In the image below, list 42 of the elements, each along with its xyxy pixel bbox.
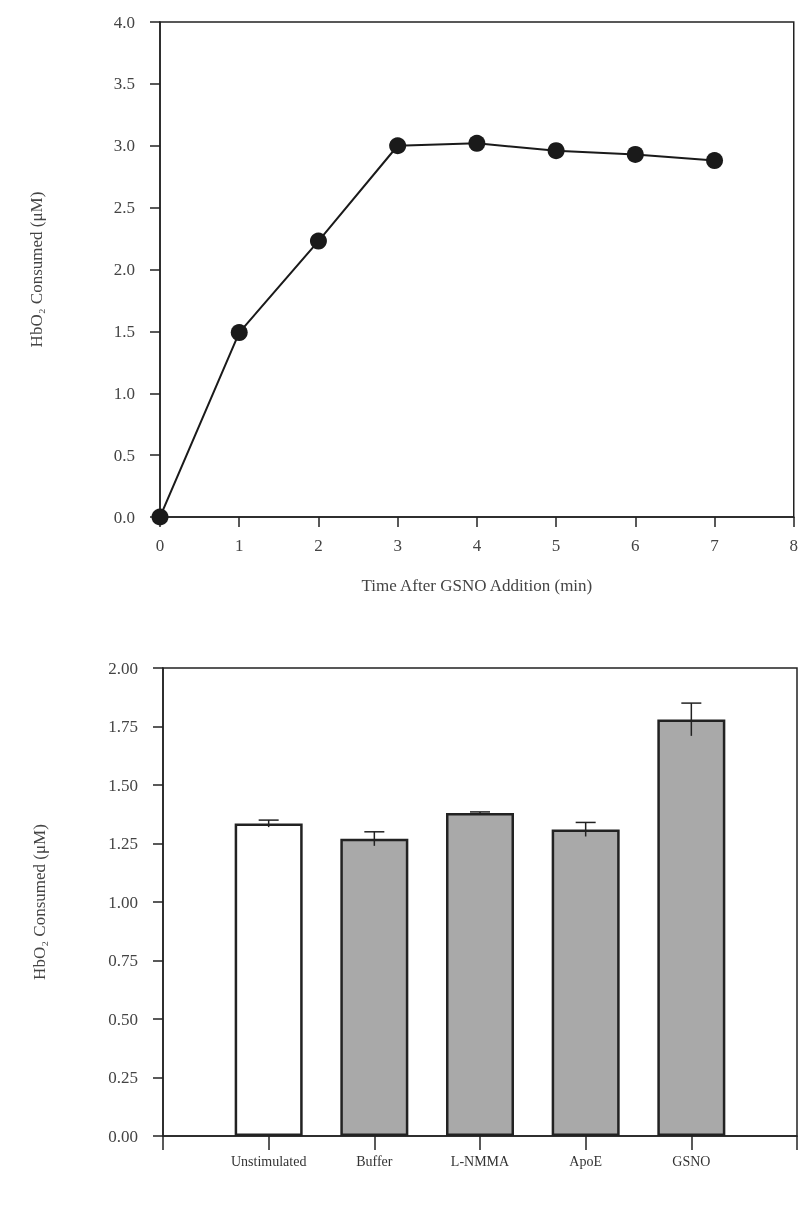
point xyxy=(547,142,565,160)
y-tick-label: 0.5 xyxy=(113,445,135,465)
y-tick-label: 0.50 xyxy=(108,1009,138,1029)
x-tick-label: Buffer xyxy=(356,1153,393,1169)
x-tick-label: 1 xyxy=(234,536,244,555)
y-tick-label: 1.25 xyxy=(108,834,138,853)
point xyxy=(626,145,644,163)
x-tick-label: ApoE xyxy=(569,1153,602,1169)
y-tick-label: 1.00 xyxy=(108,892,138,912)
y-tick-label: 2.0 xyxy=(113,260,135,279)
point xyxy=(309,232,327,250)
y-tick-label: 0.00 xyxy=(108,1126,138,1146)
x-tick-label: 7 xyxy=(710,536,720,555)
point xyxy=(230,324,248,342)
x-tick-label: 3 xyxy=(393,536,402,555)
x-tick-label: 8 xyxy=(789,536,798,555)
y-tick-label: 0.75 xyxy=(108,951,138,970)
x-tick-label: GSNO xyxy=(672,1153,711,1169)
point xyxy=(468,134,486,152)
y-tick-label: 1.50 xyxy=(108,775,138,795)
y-tick-label: 3.5 xyxy=(113,74,135,94)
x-tick-label: 5 xyxy=(551,536,561,555)
y-tick-label: 0.25 xyxy=(108,1068,138,1087)
y-tick-label: 4.0 xyxy=(113,12,135,32)
point xyxy=(389,137,407,155)
x-tick-label: 0 xyxy=(155,536,165,555)
y-tick-label: 2.5 xyxy=(113,198,135,218)
point xyxy=(706,152,724,170)
x-tick-label: 2 xyxy=(314,536,323,555)
y-tick-label: 1.5 xyxy=(113,321,135,341)
y-tick-label: 1.0 xyxy=(113,383,135,403)
x-tick-label: L-NMMA xyxy=(450,1153,511,1169)
y-tick-label: 0.0 xyxy=(113,507,135,527)
y-tick-label: 1.75 xyxy=(108,717,138,736)
y-axis-title: HbO₂ Consumed (μM) xyxy=(30,824,49,980)
y-axis-title: HbO₂ Consumed (μM) xyxy=(27,191,46,348)
x-tick-label: 6 xyxy=(631,536,640,555)
x-tick-label: Unstimulated xyxy=(230,1153,307,1169)
x-axis-title: Time After GSNO Addition (min) xyxy=(361,576,593,595)
y-tick-label: 3.0 xyxy=(113,136,135,156)
y-tick-label: 2.00 xyxy=(108,658,138,678)
x-tick-label: 4 xyxy=(472,536,482,555)
